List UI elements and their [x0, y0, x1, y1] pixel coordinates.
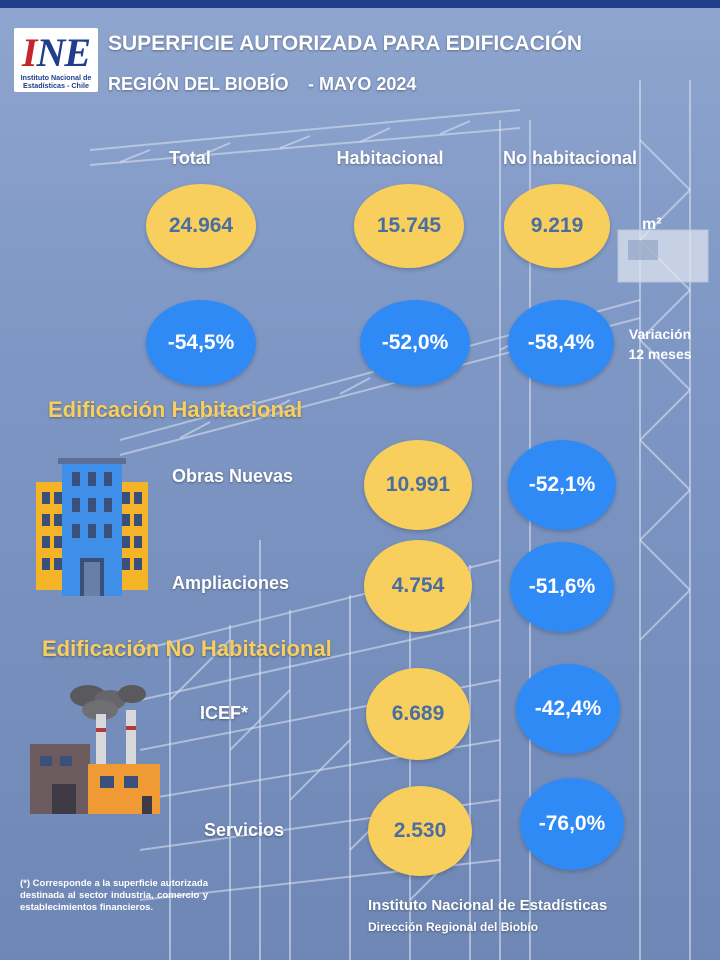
icef-value-circle: 6.689 [366, 668, 470, 760]
habitacional-value-circle: 15.745 [354, 184, 464, 268]
section-heading-no-habitacional: Edificación No Habitacional [42, 636, 332, 661]
row-label-obras-nuevas: Obras Nuevas [172, 466, 294, 486]
ampliaciones-variation-circle: -51,6% [510, 542, 614, 632]
factory-icon [30, 685, 160, 814]
section-heading-habitacional: Edificación Habitacional [48, 397, 303, 422]
ine-logo: INE Instituto Nacional de Estadísticas -… [14, 28, 98, 92]
row-label-icef: ICEF* [200, 703, 249, 723]
row-label-ampliaciones: Ampliaciones [172, 573, 290, 593]
total-value-circle: 24.964 [146, 184, 256, 268]
variation-label-line2: 12 meses [628, 346, 692, 362]
row-label-servicios: Servicios [204, 820, 285, 840]
footnote: (*) Corresponde a la superficie autoriza… [20, 878, 208, 913]
top-bar [0, 0, 720, 8]
servicios-value-circle: 2.530 [368, 786, 472, 876]
variation-label: Variación 12 meses [618, 324, 702, 364]
footer-office: Dirección Regional del Biobío [368, 920, 539, 934]
column-heading-habitacional: Habitacional [336, 148, 444, 168]
variation-label-line1: Variación [628, 326, 692, 342]
no-habitacional-value-circle: 9.219 [504, 184, 610, 268]
logo-letter-i: I [21, 30, 38, 75]
period-label: - MAYO 2024 [308, 74, 417, 94]
habitacional-variation-circle: -52,0% [360, 300, 470, 386]
footer-institution: Instituto Nacional de Estadísticas [368, 897, 608, 914]
page-title: SUPERFICIE AUTORIZADA PARA EDIFICACIÓN [108, 32, 583, 55]
column-heading-no-habitacional: No habitacional [502, 148, 637, 168]
servicios-variation-circle: -76,0% [520, 778, 624, 870]
apartment-building-icon [36, 458, 148, 596]
logo-caption: Instituto Nacional de Estadísticas - Chi… [20, 73, 92, 90]
logo-mark: INE [14, 30, 98, 76]
logo-letters-ne: NE [36, 30, 92, 75]
region-label: REGIÓN DEL BIOBÍO [108, 74, 289, 94]
ampliaciones-value-circle: 4.754 [364, 540, 472, 632]
no-habitacional-variation-circle: -58,4% [508, 300, 614, 386]
total-variation-circle: -54,5% [146, 300, 256, 386]
obras-nuevas-value-circle: 10.991 [364, 440, 472, 530]
icef-variation-circle: -42,4% [516, 664, 620, 754]
unit-label: m² [642, 216, 662, 233]
column-heading-total: Total [169, 148, 211, 168]
obras-nuevas-variation-circle: -52,1% [508, 440, 616, 530]
